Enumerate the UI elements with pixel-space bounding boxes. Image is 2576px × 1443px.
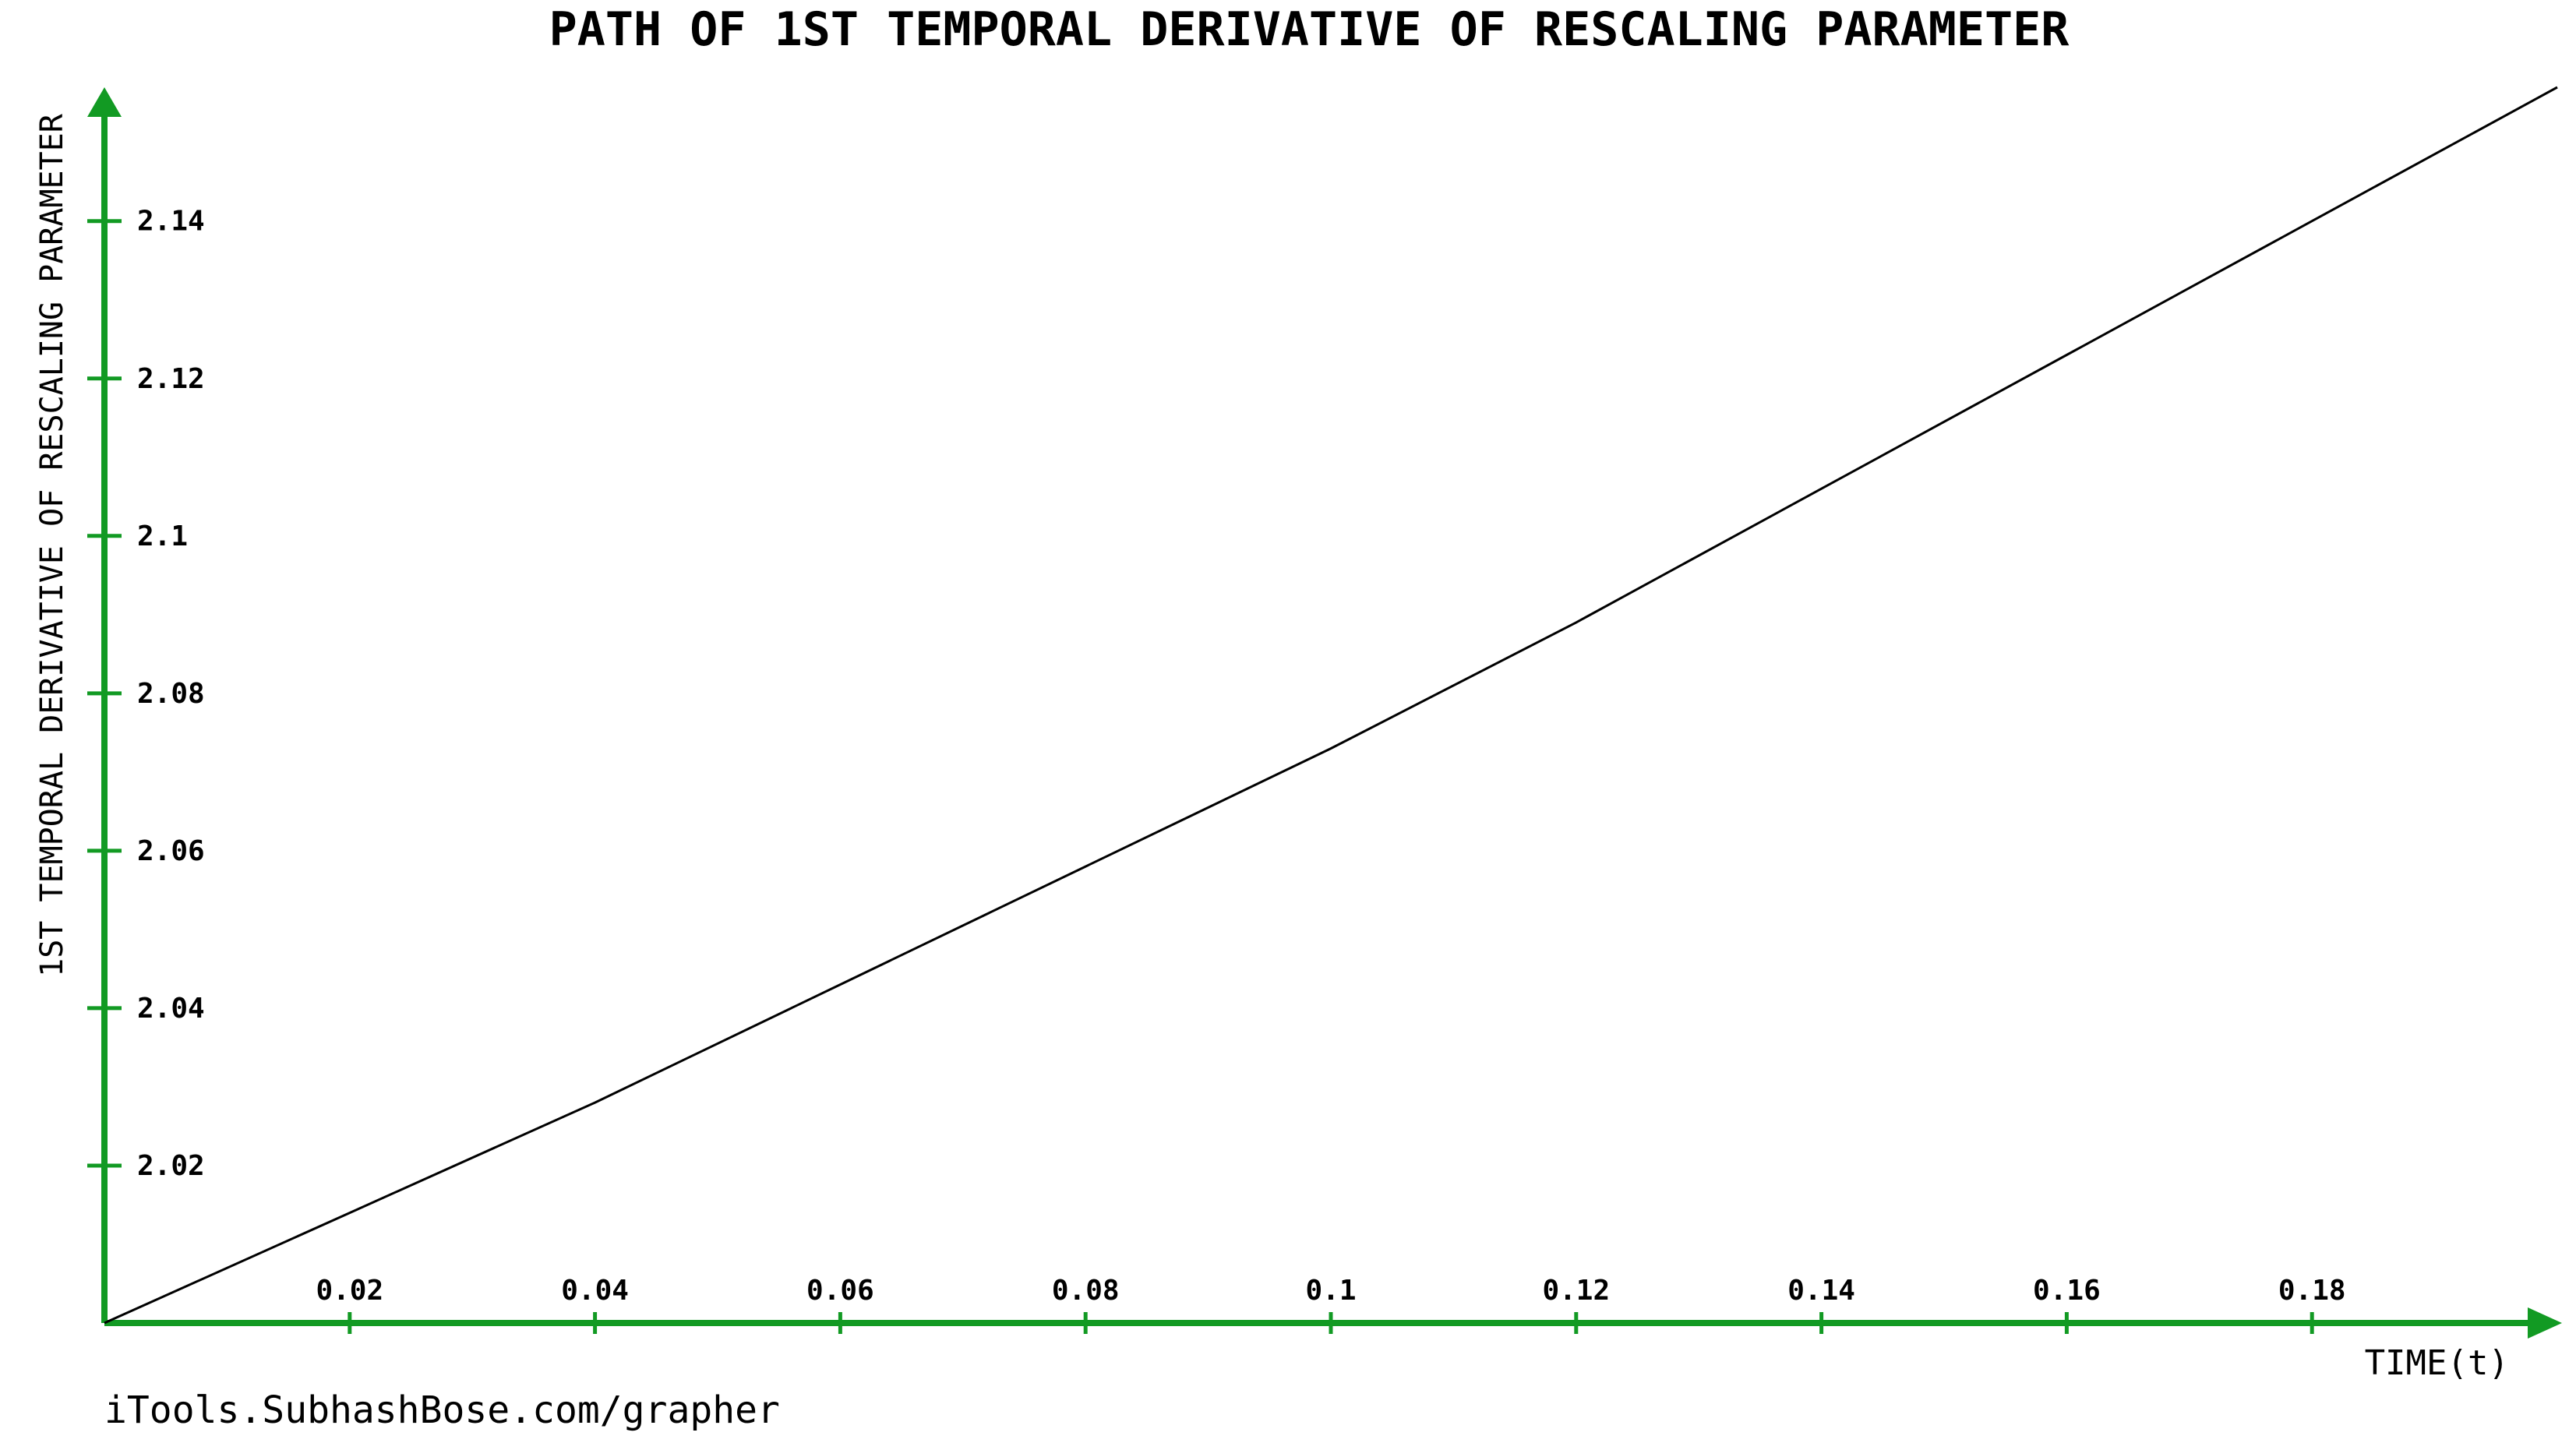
footer-credit: iTools.SubhashBose.com/grapher [104,1388,780,1432]
y-tick-label: 2.08 [137,678,205,710]
x-tick-label: 0.12 [1542,1275,1610,1307]
y-tick-label: 2.12 [137,363,205,395]
series-line [104,86,2558,1325]
x-tick-label: 0.06 [806,1275,874,1307]
y-ticks: 2.02 2.04 2.06 2.08 2.1 2.12 2.14 [87,206,205,1182]
x-tick-label: 0.04 [561,1275,629,1307]
chart-title: PATH OF 1ST TEMPORAL DERIVATIVE OF RESCA… [549,2,2070,57]
x-tick-label: 0.14 [1787,1275,1855,1307]
y-tick-label: 2.14 [137,206,205,238]
x-tick-label: 0.08 [1052,1275,1120,1307]
x-tick-label: 0.1 [1305,1275,1356,1307]
x-tick-label: 0.16 [2033,1275,2101,1307]
x-tick-label: 0.18 [2278,1275,2346,1307]
x-ticks: 0.02 0.04 0.06 0.08 0.1 0.12 0.14 0.16 0.18 [316,1275,2346,1334]
x-axis-arrow [2528,1307,2562,1339]
y-tick-label: 2.04 [137,993,205,1025]
y-tick-label: 2.1 [137,520,188,552]
y-tick-label: 2.06 [137,835,205,867]
y-tick-label: 2.02 [137,1150,205,1182]
x-tick-label: 0.02 [316,1275,383,1307]
x-axis-label: TIME(t) [2365,1343,2509,1383]
y-axis-arrow [87,87,122,117]
y-axis-label: 1ST TEMPORAL DERIVATIVE OF RESCALING PAR… [34,113,70,977]
